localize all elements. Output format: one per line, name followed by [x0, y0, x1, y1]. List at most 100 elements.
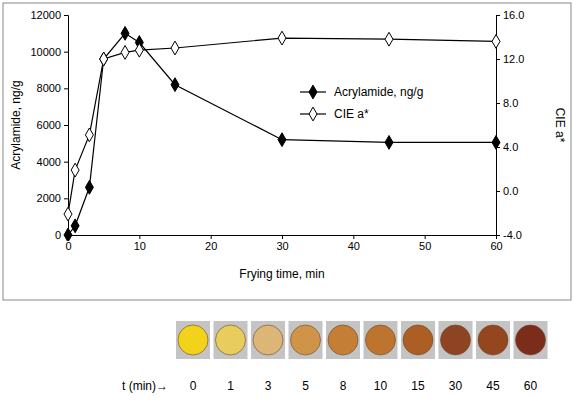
legend-label: Acrylamide, ng/g	[334, 85, 423, 99]
time-label: 45	[486, 379, 500, 393]
data-point	[85, 128, 93, 142]
photo-background	[251, 321, 285, 359]
axis-line	[69, 236, 497, 240]
tick: 4000	[37, 156, 68, 168]
legend-entry: CIE a*	[300, 107, 369, 121]
chip-photo	[403, 325, 433, 355]
data-point	[385, 136, 393, 150]
data-point	[492, 34, 500, 48]
time-label: 3	[265, 379, 272, 393]
chart-frame	[3, 3, 571, 300]
data-point	[100, 52, 108, 66]
time-label: 10	[374, 379, 388, 393]
tick: 40	[348, 235, 360, 252]
data-point	[171, 41, 179, 55]
time-label: 8	[340, 379, 347, 393]
tick-label: 60	[490, 240, 502, 252]
tick-label: 8000	[37, 82, 61, 94]
time-label: 60	[524, 379, 538, 393]
y-axis: 0 2000 4000 6000 8000 10000 12000	[30, 9, 68, 241]
chip-photo	[516, 325, 546, 355]
tick-label: 0	[65, 240, 71, 252]
chip-photo	[216, 325, 246, 355]
time-label: 30	[449, 379, 463, 393]
data-point	[121, 26, 129, 40]
photo-background	[326, 321, 360, 359]
tick-mark	[64, 198, 68, 199]
tick: 50	[419, 235, 431, 252]
data-point	[100, 52, 108, 66]
legend-marker	[309, 85, 317, 99]
tick-mark	[496, 59, 500, 60]
tick-label: 2000	[37, 192, 61, 204]
photo-background	[214, 321, 248, 359]
tick: 2000	[37, 192, 68, 204]
tick-mark	[64, 88, 68, 89]
tick-mark	[64, 52, 68, 53]
data-point	[278, 31, 286, 45]
tick-label: 0.0	[503, 185, 518, 197]
tick: 60	[490, 235, 502, 252]
tick: 0.0	[496, 185, 518, 197]
photo-background	[439, 321, 473, 359]
chart-svg: 0102030405060020004000600080001000012000…	[0, 0, 574, 414]
photo-background	[476, 321, 510, 359]
time-label: 0	[190, 379, 197, 393]
data-point	[121, 45, 129, 59]
x-axis: 0 10 20 30 40 50 60	[65, 235, 502, 252]
tick-label: 50	[419, 240, 431, 252]
chip-photo	[178, 325, 208, 355]
time-label: 1	[227, 379, 234, 393]
tick-mark	[282, 235, 283, 239]
data-point	[278, 133, 286, 147]
tick-label: -4.0	[503, 229, 522, 241]
tick-label: 12000	[30, 9, 61, 21]
tick: 10000	[30, 46, 68, 58]
tick-label: 40	[348, 240, 360, 252]
tick: 12000	[30, 9, 68, 21]
y2-axis-title: CIE a*	[553, 108, 567, 143]
tick-label: 30	[276, 240, 288, 252]
tick: -4.0	[496, 229, 522, 241]
axis-line	[64, 16, 69, 236]
photo-strip: 0 1 3 5 8 10 15 30 45 60 t (min)→	[122, 321, 548, 393]
tick: 12.0	[496, 53, 524, 65]
data-point	[492, 136, 500, 150]
legend-label: CIE a*	[334, 107, 369, 121]
y2-axis: -4.00.04.08.012.016.0	[496, 9, 524, 241]
photo-background	[364, 321, 398, 359]
tick-label: 6000	[37, 119, 61, 131]
series-line	[68, 38, 496, 214]
tick: 20	[205, 235, 217, 252]
photo-background	[289, 321, 323, 359]
tick: 8000	[37, 82, 68, 94]
data-point	[135, 43, 143, 57]
data-point	[64, 207, 72, 221]
tick-label: 20	[205, 240, 217, 252]
tick-label: 0	[55, 229, 61, 241]
tick-mark	[496, 103, 500, 104]
tick-mark	[353, 235, 354, 239]
strip-label: t (min)→	[122, 379, 168, 393]
tick-mark	[496, 191, 500, 192]
tick-mark	[139, 235, 140, 239]
tick-mark	[496, 235, 500, 236]
data-point	[64, 228, 72, 241]
data-point	[71, 219, 79, 233]
time-label: 15	[411, 379, 425, 393]
y-axis-title: Acrylamide, ng/g	[9, 80, 23, 169]
tick-mark	[64, 15, 68, 16]
legend-entry: Acrylamide, ng/g	[300, 85, 423, 99]
data-point	[85, 180, 93, 194]
tick: 6000	[37, 119, 68, 131]
series-line	[68, 33, 496, 235]
time-label: 5	[302, 379, 309, 393]
tick-label: 10000	[30, 46, 61, 58]
tick-label: 8.0	[503, 97, 518, 109]
legend: Acrylamide, ng/g CIE a*	[300, 85, 423, 121]
chip-photo	[478, 325, 508, 355]
data-point	[71, 163, 79, 177]
tick-mark	[64, 162, 68, 163]
tick-label: 10	[134, 240, 146, 252]
axis-line	[497, 16, 501, 236]
